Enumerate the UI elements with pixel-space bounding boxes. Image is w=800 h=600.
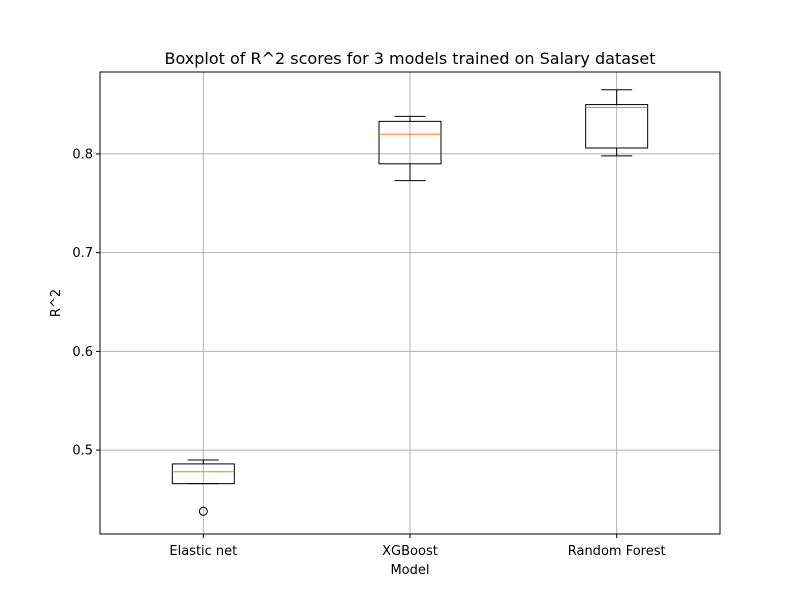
iqr-box — [585, 104, 649, 149]
y-tick-label: 0.5 — [72, 444, 93, 459]
box-group — [171, 459, 235, 516]
y-tick-label: 0.7 — [72, 246, 93, 261]
x-tick-label: XGBoost — [382, 544, 438, 559]
x-tick-label: Elastic net — [169, 544, 237, 559]
box-group — [585, 89, 649, 157]
axis-ticks: 0.5 0.6 0.7 0.8 Elastic net XGBoost Random For… — [72, 147, 665, 559]
x-axis-label: Model — [390, 563, 429, 578]
x-tick-label: Random Forest — [568, 544, 666, 559]
chart-title: Boxplot of R^2 scores for 3 models train… — [165, 49, 656, 68]
box-group — [378, 115, 442, 182]
y-axis-label: R^2 — [49, 289, 64, 317]
y-tick-label: 0.6 — [72, 345, 93, 360]
iqr-box — [378, 120, 442, 165]
outlier-point — [198, 506, 208, 516]
y-tick-label: 0.8 — [72, 147, 93, 162]
iqr-box — [171, 463, 235, 485]
box-series — [171, 89, 649, 516]
